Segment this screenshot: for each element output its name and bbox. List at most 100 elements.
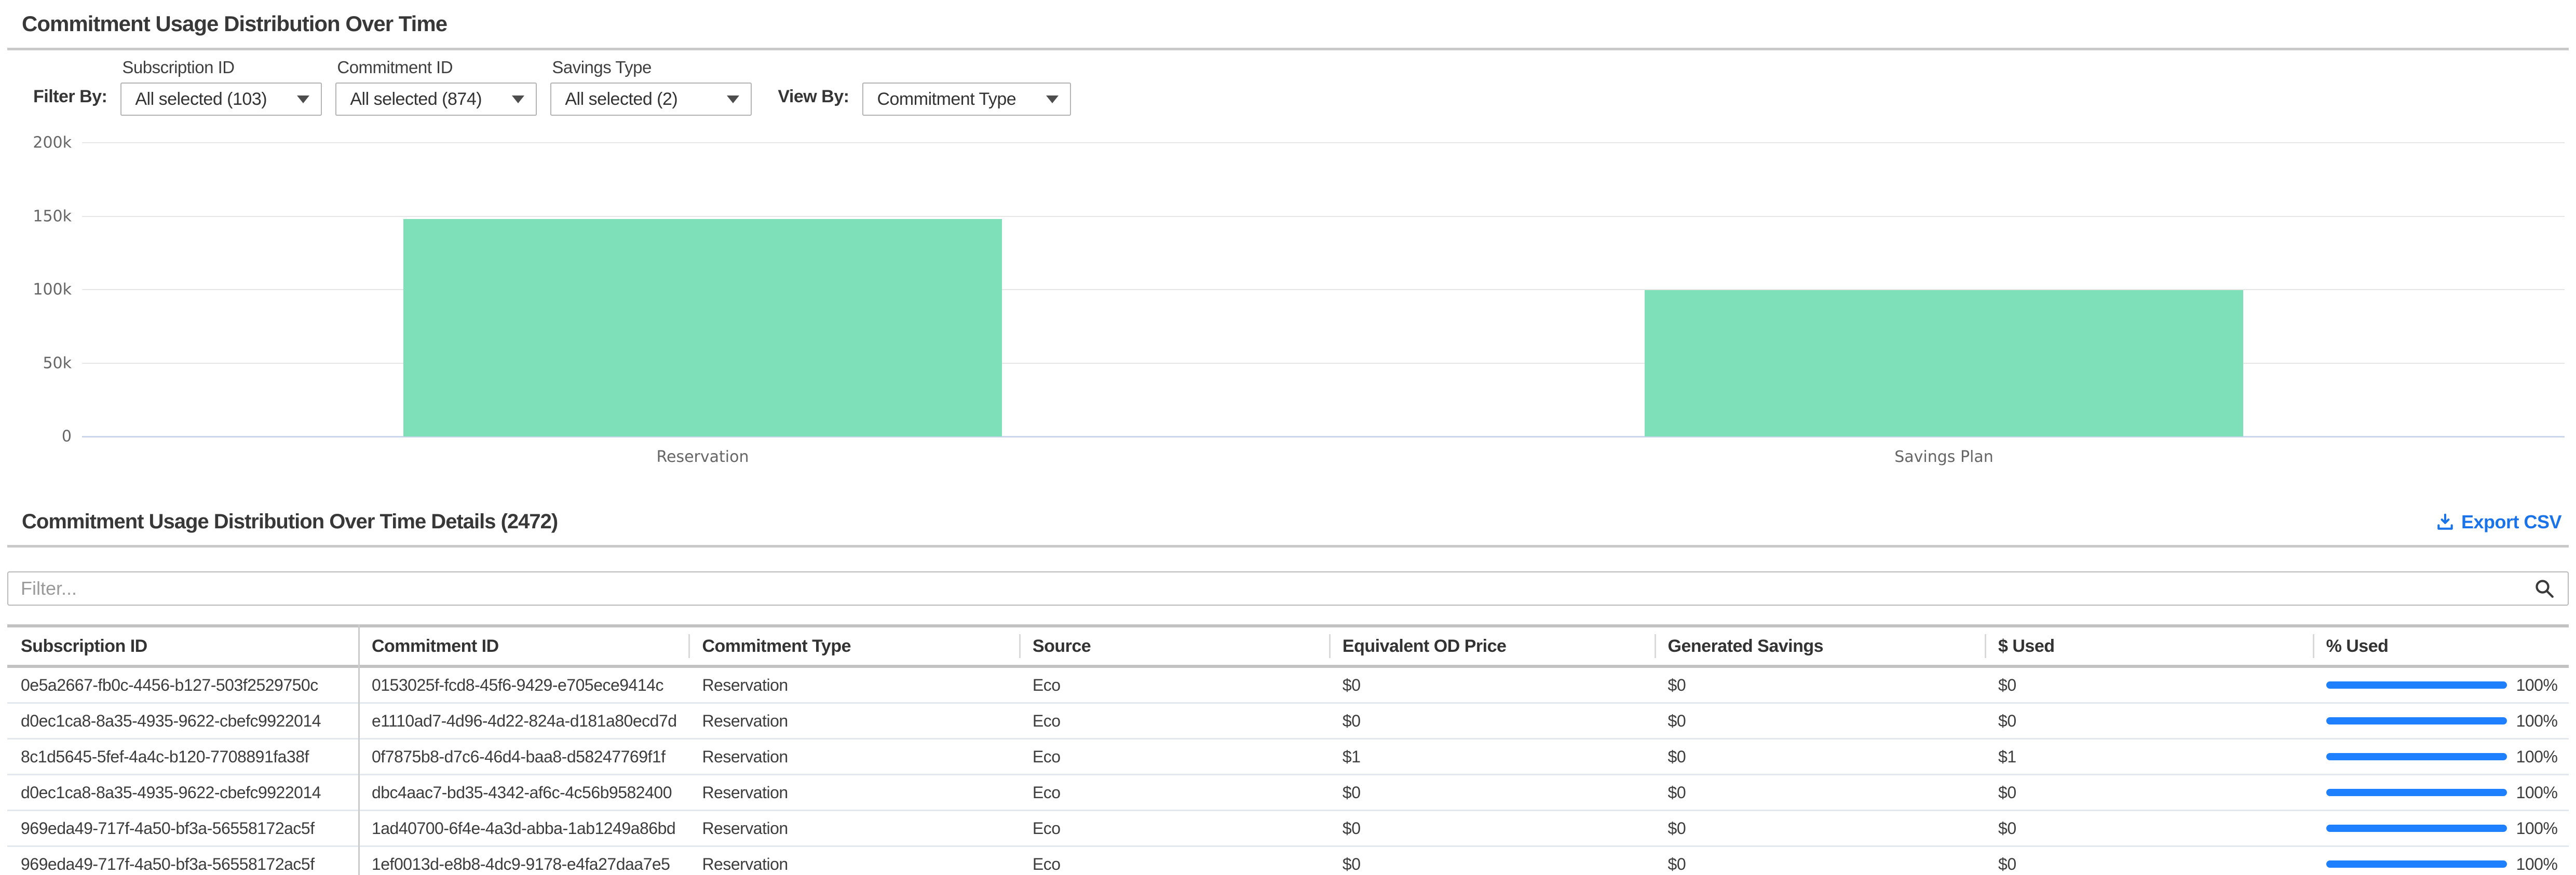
view-by-label: View By: (778, 87, 849, 106)
filter-group-commitment-id: Commitment ID All selected (874) (335, 58, 537, 116)
x-axis-category-label: Savings Plan (1894, 448, 1994, 466)
caret-down-icon (1046, 95, 1059, 103)
usage-pct-label: 100% (2516, 675, 2558, 694)
cell-equivalent-od-price: $0 (1342, 711, 1361, 730)
col-header-equivalent-od-price: Equivalent OD Price (1328, 627, 1655, 665)
gridline (82, 142, 2565, 143)
table-body: 0e5a2667-fb0c-4456-b127-503f2529750c 015… (7, 668, 2569, 875)
cell-generated-savings: $0 (1667, 747, 1686, 766)
y-axis-tick-label: 100k (33, 280, 72, 299)
subscription-id-dropdown-value: All selected (103) (135, 89, 267, 109)
cell-pct-used: 100% (2313, 747, 2569, 767)
cell-source: Eco (1032, 783, 1061, 802)
usage-pct-label: 100% (2516, 854, 2558, 873)
usage-progress-bar (2326, 860, 2507, 868)
gridline (82, 289, 2565, 290)
view-by-group: Commitment Type (862, 83, 1072, 116)
cell-equivalent-od-price: $0 (1342, 854, 1361, 873)
cell-pct-used: 100% (2313, 855, 2569, 874)
details-table: Subscription ID Commitment ID Commitment… (7, 624, 2569, 875)
usage-pct-label: 100% (2516, 747, 2558, 766)
cell-source: Eco (1032, 711, 1061, 730)
cell-dollar-used: $0 (1998, 675, 2016, 694)
savings-type-dropdown-value: All selected (2) (565, 89, 678, 109)
cell-dollar-used: $0 (1998, 711, 2016, 730)
filter-group-savings-type: Savings Type All selected (2) (550, 58, 752, 116)
cell-equivalent-od-price: $1 (1342, 747, 1361, 766)
page-title: Commitment Usage Distribution Over Time (22, 11, 448, 36)
cell-pct-used: 100% (2313, 712, 2569, 731)
filter-by-label: Filter By: (33, 87, 107, 106)
usage-progress-bar (2326, 789, 2507, 796)
usage-progress-bar (2326, 753, 2507, 760)
savings-type-filter-label: Savings Type (552, 58, 652, 77)
subscription-id-filter-label: Subscription ID (122, 58, 235, 77)
cell-source: Eco (1032, 854, 1061, 873)
commitment-id-filter-label: Commitment ID (337, 58, 453, 77)
search-icon (2536, 580, 2554, 598)
chart-bar-reservation[interactable] (403, 219, 1002, 436)
usage-progress-bar (2326, 681, 2507, 689)
cell-commitment-id: 1ef0013d-e8b8-4dc9-9178-e4fa27daa7e5 (371, 854, 670, 873)
cell-subscription-id: d0ec1ca8-8a35-4935-9622-cbefc9922014 (21, 711, 321, 730)
commitment-id-dropdown-value: All selected (874) (350, 89, 482, 109)
commitment-id-dropdown[interactable]: All selected (874) (335, 83, 537, 116)
cell-generated-savings: $0 (1667, 711, 1686, 730)
cell-dollar-used: $0 (1998, 854, 2016, 873)
download-icon (2437, 513, 2453, 530)
table-row: 8c1d5645-5fef-4a4c-b120-7708891fa38f 0f7… (7, 740, 2569, 775)
cell-pct-used: 100% (2313, 676, 2569, 695)
cell-generated-savings: $0 (1667, 854, 1686, 873)
cell-commitment-type: Reservation (702, 818, 788, 838)
usage-pct-label: 100% (2516, 818, 2558, 838)
gridline (82, 436, 2565, 438)
cell-subscription-id: 8c1d5645-5fef-4a4c-b120-7708891fa38f (21, 747, 309, 766)
table-row: 0e5a2667-fb0c-4456-b127-503f2529750c 015… (7, 668, 2569, 704)
table-row: d0ec1ca8-8a35-4935-9622-cbefc9922014 e11… (7, 704, 2569, 740)
cell-equivalent-od-price: $0 (1342, 818, 1361, 838)
cell-equivalent-od-price: $0 (1342, 783, 1361, 802)
cell-dollar-used: $0 (1998, 818, 2016, 838)
col-header-commitment-id: Commitment ID (371, 636, 499, 656)
y-axis-tick-label: 200k (33, 133, 72, 152)
cell-commitment-type: Reservation (702, 675, 788, 694)
subscription-id-dropdown[interactable]: All selected (103) (120, 83, 322, 116)
cell-source: Eco (1032, 675, 1061, 694)
cell-commitment-id: 0153025f-fcd8-45f6-9429-e705ece9414c (371, 675, 664, 694)
title-divider (7, 48, 2569, 50)
view-by-dropdown-value: Commitment Type (877, 89, 1016, 109)
filter-group-subscription-id: Subscription ID All selected (103) (120, 58, 322, 116)
table-row: 969eda49-717f-4a50-bf3a-56558172ac5f 1ef… (7, 847, 2569, 875)
col-header-commitment-type: Commitment Type (688, 627, 1019, 665)
y-axis-tick-label: 50k (43, 354, 72, 372)
savings-type-dropdown[interactable]: All selected (2) (550, 83, 752, 116)
cell-commitment-type: Reservation (702, 747, 788, 766)
chart-plot: Reservation Savings Plan (82, 142, 2565, 466)
caret-down-icon (297, 95, 310, 103)
details-divider (7, 545, 2569, 548)
caret-down-icon (512, 95, 525, 103)
export-csv-button[interactable]: Export CSV (2435, 511, 2562, 533)
cell-commitment-id: 0f7875b8-d7c6-46d4-baa8-d58247769f1f (371, 747, 666, 766)
commitment-usage-bar-chart: Reservation Savings Plan 0 50k 100k 150k 200k (0, 134, 2565, 486)
cell-generated-savings: $0 (1667, 818, 1686, 838)
cell-commitment-type: Reservation (702, 854, 788, 873)
view-by-dropdown[interactable]: Commitment Type (862, 83, 1072, 116)
details-title: Commitment Usage Distribution Over Time … (22, 510, 558, 533)
y-axis-tick-label: 150k (33, 207, 72, 225)
table-filter-input[interactable] (7, 571, 2569, 606)
cell-commitment-type: Reservation (702, 783, 788, 802)
table-row: d0ec1ca8-8a35-4935-9622-cbefc9922014 dbc… (7, 775, 2569, 811)
chart-bar-savings-plan[interactable] (1645, 290, 2243, 436)
cell-subscription-id: d0ec1ca8-8a35-4935-9622-cbefc9922014 (21, 783, 321, 802)
cell-generated-savings: $0 (1667, 783, 1686, 802)
caret-down-icon (727, 95, 740, 103)
table-header-row: Subscription ID Commitment ID Commitment… (7, 624, 2569, 668)
usage-progress-bar (2326, 717, 2507, 724)
cell-pct-used: 100% (2313, 819, 2569, 838)
col-header-subscription-id: Subscription ID (21, 636, 147, 656)
table-row: 969eda49-717f-4a50-bf3a-56558172ac5f 1ad… (7, 811, 2569, 847)
cell-commitment-id: dbc4aac7-bd35-4342-af6c-4c56b9582400 (371, 783, 672, 802)
cell-dollar-used: $1 (1998, 747, 2016, 766)
cell-subscription-id: 969eda49-717f-4a50-bf3a-56558172ac5f (21, 854, 315, 873)
